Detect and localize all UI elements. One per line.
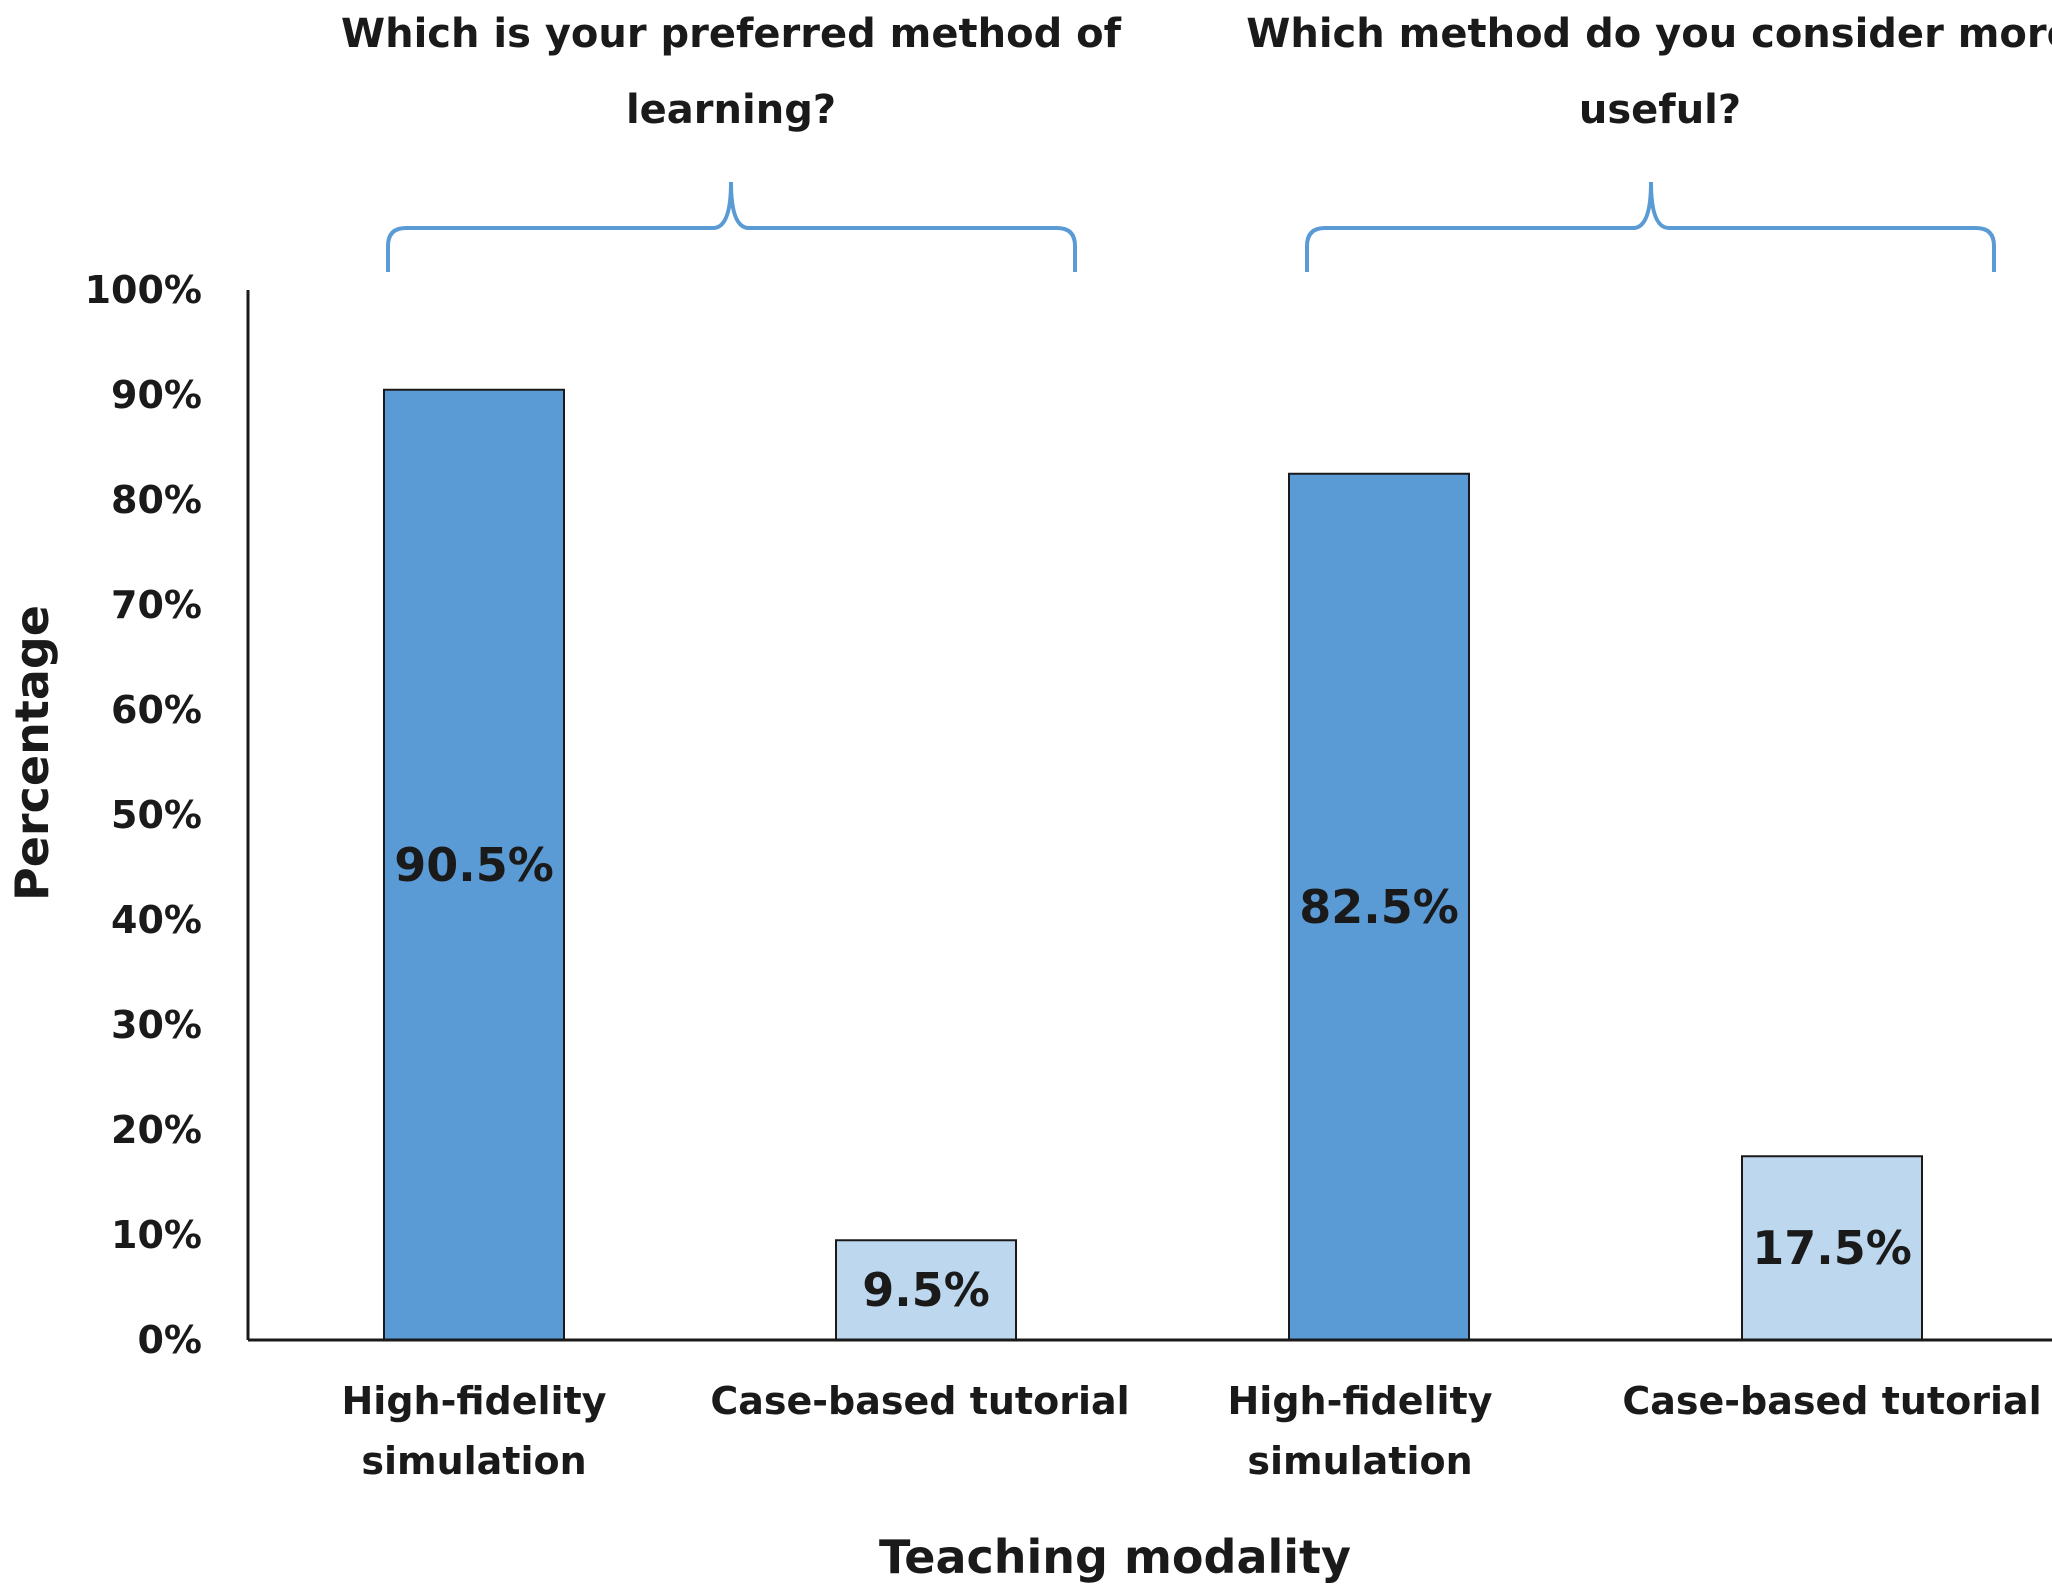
y-tick-label: 50% [111, 793, 202, 837]
y-tick-label: 20% [111, 1108, 202, 1152]
x-category-label: High-fidelity [1228, 1379, 1493, 1423]
category-labels: Which is your preferred method of learnin… [341, 11, 2052, 1483]
bar [1741, 1155, 1923, 1341]
y-tick-label: 60% [111, 688, 202, 732]
bar-data-label: 82.5% [1299, 880, 1459, 934]
y-tick-label: 10% [111, 1213, 202, 1257]
group-question-line: useful? [1579, 87, 1741, 133]
y-tick-label: 70% [111, 583, 202, 627]
y-axis-ticks: 0% 10% 20% 30% 40% 50% 60% 70% 80% 90% 100% [85, 268, 202, 1362]
bar-data-label: 17.5% [1752, 1221, 1912, 1275]
group-question-line: learning? [626, 87, 836, 133]
y-tick-label: 30% [111, 1003, 202, 1047]
x-category-label: simulation [361, 1439, 586, 1483]
x-category-label: Case-based tutorial [710, 1379, 1129, 1423]
y-tick-label: 40% [111, 898, 202, 942]
bar-data-label: 90.5% [394, 838, 554, 892]
x-category-label: simulation [1247, 1439, 1472, 1483]
bar [835, 1239, 1017, 1341]
bar-data-label: 9.5% [862, 1263, 990, 1317]
y-tick-label: 80% [111, 478, 202, 522]
y-tick-label: 0% [137, 1318, 202, 1362]
group-brace [1305, 181, 1996, 272]
group-question-line: Which method do you consider more [1246, 11, 2052, 57]
bar [383, 388, 565, 1341]
group-question-line: Which is your preferred method of [341, 11, 1122, 57]
x-axis-title: Teaching modality [879, 1530, 1351, 1584]
bars: 90.5% 9.5% 82.5% 17.5% [383, 388, 1923, 1341]
group-brace [386, 181, 1077, 272]
y-tick-label: 90% [111, 373, 202, 417]
x-category-label: High-fidelity [342, 1379, 607, 1423]
y-axis-title: Percentage [5, 605, 59, 901]
y-tick-label: 100% [85, 268, 202, 312]
x-category-label: Case-based tutorial [1622, 1379, 2041, 1423]
group-braces [386, 181, 1996, 272]
bar [1288, 472, 1470, 1341]
